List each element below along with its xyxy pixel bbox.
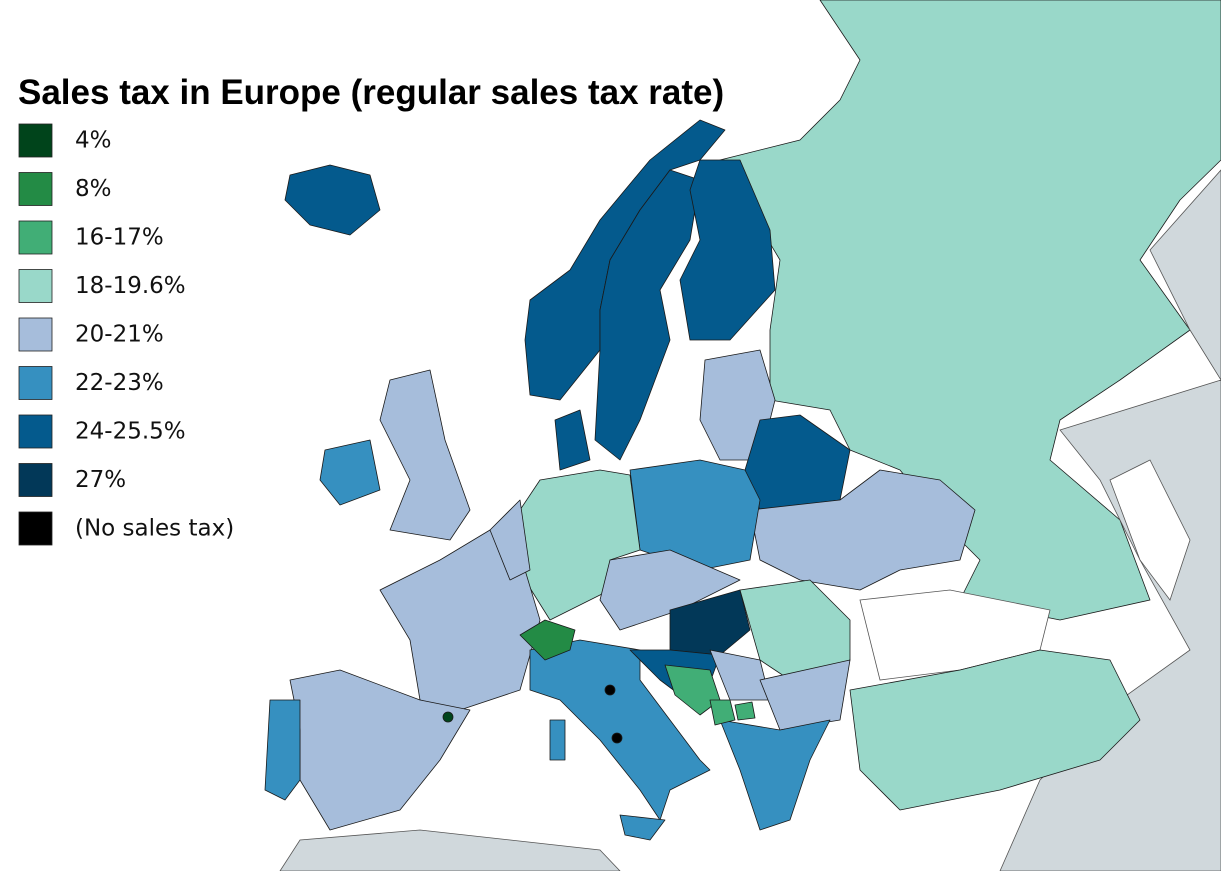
region [549,719,566,761]
regions [264,0,1221,871]
region [442,711,454,723]
region [849,649,1141,811]
region [719,719,831,831]
other-land [1149,169,1221,381]
legend-label: 27% [75,467,126,493]
legend-swatch [18,414,53,449]
region [594,169,701,461]
legend-label: 16-17% [75,225,164,251]
region [664,664,721,716]
region [734,701,756,721]
region [759,659,851,731]
legend-swatch [18,317,53,352]
region [709,699,736,726]
region [749,469,976,591]
legend-swatch [18,463,53,497]
legend-swatch [18,511,53,546]
region [619,814,666,841]
sea [1109,459,1191,601]
legend-label: 20-21% [75,322,164,348]
region [284,164,381,236]
legend-swatch [18,269,53,303]
region [519,619,576,661]
legend-swatch [18,220,53,255]
legend-swatch [18,172,53,206]
legend-label: 8% [75,176,112,202]
region [611,732,623,744]
region [679,159,776,341]
region [554,409,591,471]
region [489,499,531,581]
region [744,414,851,511]
title: Sales tax in Europe (regular sales tax r… [18,73,724,112]
legend-label: 22-23% [75,370,164,396]
region [319,439,381,506]
other-land [279,829,621,871]
region [669,589,751,656]
legend-label: 18-19.6% [75,273,186,299]
legend: 4% 8% 16-17% 18-19.6% 20-21% 22-23% 24-25.5% 27… [18,123,234,546]
legend-label: 4% [75,128,112,154]
legend-label: 24-25.5% [75,419,186,445]
legend-swatch [18,366,53,400]
region [379,369,471,541]
legend-label: (No sales tax) [75,516,234,542]
region [264,699,301,801]
region [524,119,726,401]
region [604,684,616,696]
legend-swatch [18,123,53,158]
